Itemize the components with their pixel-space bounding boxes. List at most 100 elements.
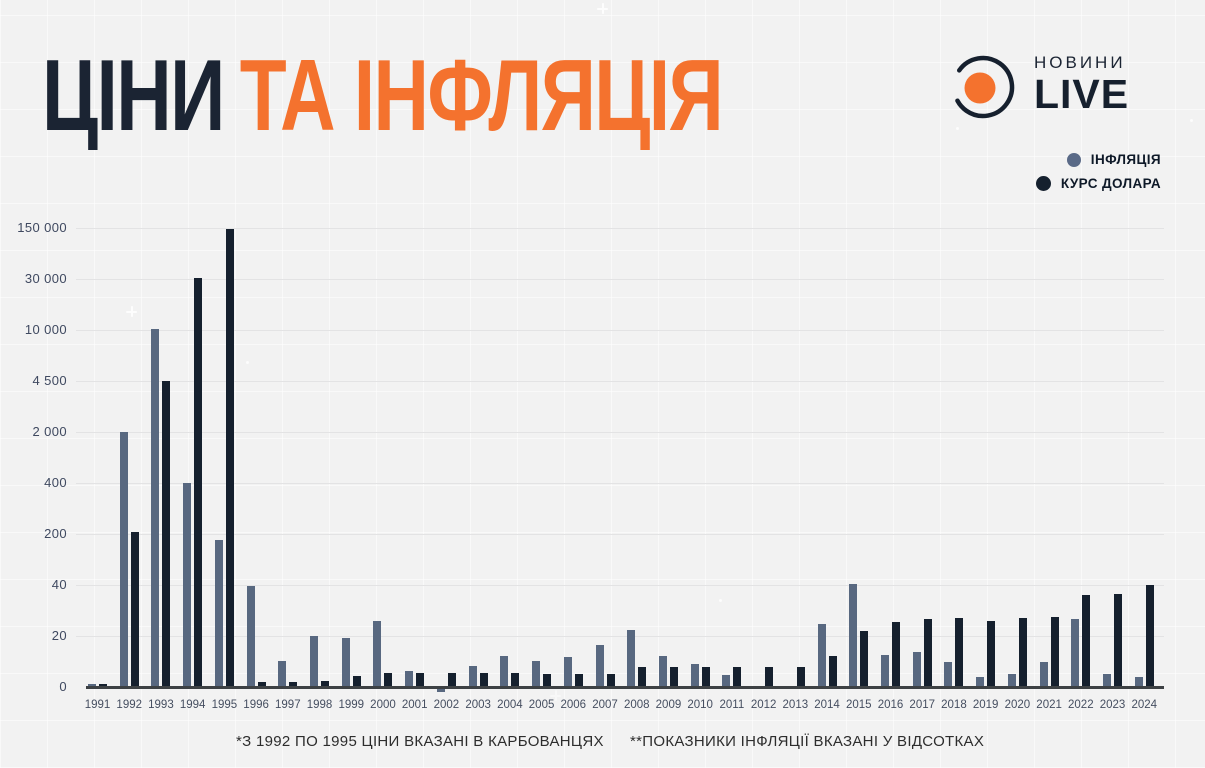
bar-inflation-2015	[849, 583, 858, 687]
bar-usd-rate-2007	[606, 674, 615, 687]
bar-inflation-2011	[722, 675, 731, 687]
bar-inflation-1995	[214, 539, 223, 687]
bar-usd-rate-1994	[194, 278, 203, 687]
legend-dot-usd-rate-icon	[1035, 176, 1051, 191]
bar-inflation-2019	[976, 676, 985, 687]
x-axis-year-label: 1992	[116, 699, 143, 711]
x-axis-year-label: 2000	[370, 699, 396, 711]
y-axis-tick-label: 2 000	[32, 424, 67, 439]
x-axis-year-label: 2011	[719, 699, 745, 711]
bar-usd-rate-2015	[860, 631, 869, 687]
bar-usd-rate-2010	[701, 666, 710, 687]
bar-inflation-2003	[468, 666, 477, 687]
bar-inflation-1999	[341, 638, 350, 687]
x-axis-year-label: 1995	[211, 699, 238, 711]
speck-decoration	[1190, 119, 1193, 122]
bar-inflation-2005	[532, 660, 541, 687]
x-axis-year-label: 2009	[655, 699, 682, 711]
x-axis-year-label: 2018	[941, 699, 967, 711]
bar-inflation-2022	[1071, 619, 1080, 687]
title-part-prices: ЦІНИ	[42, 39, 225, 153]
legend-item-usd-rate: КУРС ДОЛАРА	[1035, 176, 1161, 191]
bar-usd-rate-2013	[796, 666, 805, 687]
bar-inflation-2023	[1103, 673, 1112, 687]
x-axis-year-label: 2001	[401, 699, 428, 711]
bar-usd-rate-2008	[638, 667, 647, 687]
brand-name-live: LIVE	[1034, 71, 1130, 117]
x-axis-year-label: 1997	[275, 699, 301, 711]
gridline-200	[76, 534, 1164, 535]
x-axis-year-label: 2014	[814, 699, 840, 711]
bar-inflation-2004	[500, 655, 509, 687]
x-axis-year-label: 2007	[592, 699, 618, 711]
bar-inflation-2001	[405, 671, 414, 687]
bar-inflation-2018	[944, 662, 953, 687]
brand-name-top: НОВИНИ	[1034, 53, 1126, 72]
brand-text: НОВИНИ LIVE	[1034, 50, 1129, 116]
legend-dot-inflation-icon	[1066, 152, 1081, 167]
brand-logo: НОВИНИ LIVE	[946, 50, 1129, 124]
x-axis-year-label: 2015	[845, 699, 872, 711]
x-axis-year-label: 2013	[782, 699, 809, 711]
bar-usd-rate-2022	[1082, 595, 1091, 687]
bar-usd-rate-2018	[955, 617, 964, 687]
bar-inflation-2002	[436, 689, 445, 692]
bar-inflation-2020	[1007, 674, 1016, 687]
bar-usd-rate-1999	[352, 676, 361, 687]
gridline-40	[76, 585, 1164, 586]
sparkle-decoration	[550, 690, 561, 701]
sparkle-decoration	[126, 306, 137, 317]
bar-inflation-2024	[1134, 676, 1143, 687]
x-axis-year-label: 2023	[1099, 699, 1126, 711]
legend-item-inflation: ІНФЛЯЦІЯ	[1036, 152, 1161, 167]
bar-usd-rate-2017	[923, 619, 932, 687]
x-axis-year-label: 2002	[433, 699, 460, 711]
bar-inflation-2010	[690, 663, 699, 687]
bar-inflation-2014	[817, 623, 826, 687]
bar-usd-rate-1998	[321, 680, 330, 687]
bar-usd-rate-2005	[543, 673, 552, 687]
speck-decoration	[956, 127, 959, 130]
gridline-2 000	[76, 432, 1164, 433]
x-axis-year-label: 1998	[306, 699, 333, 711]
title-part-inflation: ТА ІНФЛЯЦІЯ	[239, 39, 724, 153]
x-axis-year-label: 2024	[1131, 699, 1158, 711]
brand-logo-icon	[951, 55, 1015, 119]
bar-usd-rate-1997	[289, 682, 298, 687]
bar-inflation-1997	[278, 661, 287, 687]
legend-label-usd-rate: КУРС ДОЛАРА	[1060, 176, 1161, 191]
bar-usd-rate-2006	[574, 674, 583, 687]
x-axis-year-label: 1993	[148, 699, 174, 711]
x-axis-year-label: 2021	[1036, 699, 1062, 711]
x-axis-year-label: 1991	[84, 699, 111, 711]
bar-usd-rate-2001	[416, 673, 425, 687]
bar-usd-rate-2003	[479, 673, 488, 687]
bar-usd-rate-2002	[447, 673, 456, 687]
bar-usd-rate-1996	[257, 682, 266, 687]
gridline-20	[76, 636, 1164, 637]
x-axis-year-label: 2006	[560, 699, 587, 711]
bar-usd-rate-1991	[99, 684, 107, 687]
y-axis-tick-label: 40	[51, 577, 67, 592]
y-axis-tick-label: 0	[59, 679, 67, 694]
chart-legend: ІНФЛЯЦІЯ КУРС ДОЛАРА	[1035, 152, 1161, 200]
x-axis-year-label: 1996	[243, 699, 269, 711]
y-axis-tick-label: 10 000	[24, 322, 67, 337]
x-axis-year-label: 2008	[623, 699, 650, 711]
bar-usd-rate-2000	[384, 673, 393, 687]
bar-inflation-1996	[246, 585, 255, 687]
bar-inflation-1991	[88, 684, 96, 687]
legend-label-inflation: ІНФЛЯЦІЯ	[1090, 152, 1161, 167]
gridline-150 000	[76, 228, 1164, 229]
y-axis-tick-label: 400	[44, 475, 67, 490]
x-axis-year-label: 2020	[1004, 699, 1031, 711]
y-axis-tick-label: 150 000	[17, 220, 67, 235]
x-axis-year-label: 2019	[972, 699, 999, 711]
bar-usd-rate-2016	[892, 621, 900, 687]
bar-inflation-2017	[912, 652, 921, 687]
bar-usd-rate-2011	[733, 666, 742, 687]
gridline-400	[76, 483, 1164, 484]
sparkle-decoration	[597, 3, 608, 14]
